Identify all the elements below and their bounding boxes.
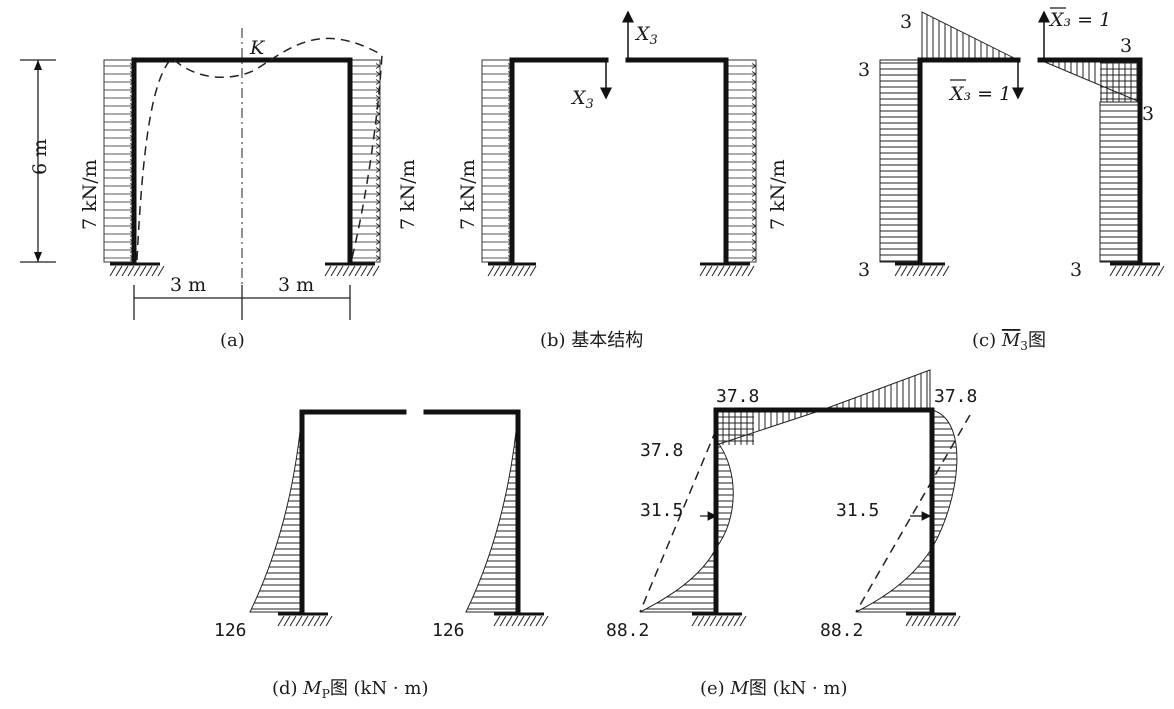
moment-value-base-right: 88.2 bbox=[820, 620, 863, 641]
load-label-right: 7 kN/m bbox=[767, 159, 789, 230]
caption-b: (b) 基本结构 bbox=[540, 330, 643, 351]
x3-up-label: X3 bbox=[634, 23, 658, 48]
fixed-support-right bbox=[1109, 262, 1165, 277]
frame-c-left bbox=[917, 57, 1021, 265]
deflected-shape bbox=[136, 37, 383, 261]
moment-value-base-left: 126 bbox=[214, 620, 247, 641]
frame-b-left bbox=[509, 57, 609, 265]
panel-e: 37.8 37.8 37.8 31.5 31.5 88.2 88.2 (e) M… bbox=[606, 369, 977, 699]
point-k-label: K bbox=[249, 37, 266, 59]
unit-force-right-label: X₃ = 1 bbox=[1048, 9, 1111, 31]
moment-value-mid-right: 31.5 bbox=[836, 500, 879, 521]
fixed-support-right bbox=[699, 262, 755, 277]
moment-value-mid-left: 31.5 bbox=[640, 500, 683, 521]
panel-c: X₃ = 1 X₃ = 1 3 3 3 3 3 3 (c) M3图 bbox=[858, 7, 1165, 353]
distributed-load-right bbox=[726, 63, 757, 261]
fixed-support-left bbox=[277, 612, 333, 627]
fixed-support-left bbox=[894, 262, 950, 277]
panel-a: 6 m 7 kN/m 7 kN/m K 3 m 3 m (a) bbox=[20, 28, 419, 351]
moment-value: 3 bbox=[1142, 103, 1154, 125]
moment-value-column-top: 37.8 bbox=[640, 440, 683, 461]
load-label-left: 7 kN/m bbox=[457, 159, 479, 230]
fixed-support-right bbox=[493, 612, 549, 627]
span-left-label: 3 m bbox=[170, 274, 206, 296]
moment-value: 3 bbox=[1120, 35, 1132, 57]
fixed-support-left bbox=[691, 612, 747, 627]
moment-value: 3 bbox=[858, 259, 870, 281]
frame-d-left bbox=[299, 409, 407, 615]
x3-down-label: X3 bbox=[570, 87, 594, 112]
caption-d: (d) MP图 (kN · m) bbox=[272, 678, 428, 701]
caption-e: (e) M图 (kN · m) bbox=[700, 678, 848, 699]
frame-c-right bbox=[1037, 57, 1143, 265]
frame-d-right bbox=[423, 409, 521, 615]
load-label-left: 7 kN/m bbox=[79, 159, 101, 230]
unit-force-left-label: X₃ = 1 bbox=[948, 83, 1011, 105]
fixed-support-left bbox=[487, 262, 537, 277]
frame-b-right bbox=[625, 57, 729, 265]
caption-a: (a) bbox=[220, 330, 245, 351]
moment-value: 3 bbox=[858, 59, 870, 81]
frame-e bbox=[713, 407, 935, 615]
fixed-support-left bbox=[109, 262, 165, 277]
span-right-label: 3 m bbox=[278, 274, 314, 296]
caption-c: (c) M3图 bbox=[972, 330, 1046, 353]
moment-value-beam-right: 37.8 bbox=[934, 386, 977, 407]
moment-value: 3 bbox=[1070, 259, 1082, 281]
frame-a bbox=[131, 57, 353, 265]
fixed-support-right bbox=[905, 612, 961, 627]
height-dimension-label: 6 m bbox=[29, 139, 51, 175]
load-label-right: 7 kN/m bbox=[397, 159, 419, 230]
moment-value-beam-left: 37.8 bbox=[716, 386, 759, 407]
moment-value-base-right: 126 bbox=[432, 620, 465, 641]
moment-value-base-left: 88.2 bbox=[606, 620, 649, 641]
fixed-support-right bbox=[324, 262, 380, 277]
distributed-load-right bbox=[350, 63, 381, 261]
panel-d: 126 126 (d) MP图 (kN · m) bbox=[214, 409, 549, 701]
moment-value: 3 bbox=[900, 11, 912, 33]
panel-b: X3 X3 7 kN/m 7 kN/m (b) 基本结构 bbox=[457, 10, 789, 351]
